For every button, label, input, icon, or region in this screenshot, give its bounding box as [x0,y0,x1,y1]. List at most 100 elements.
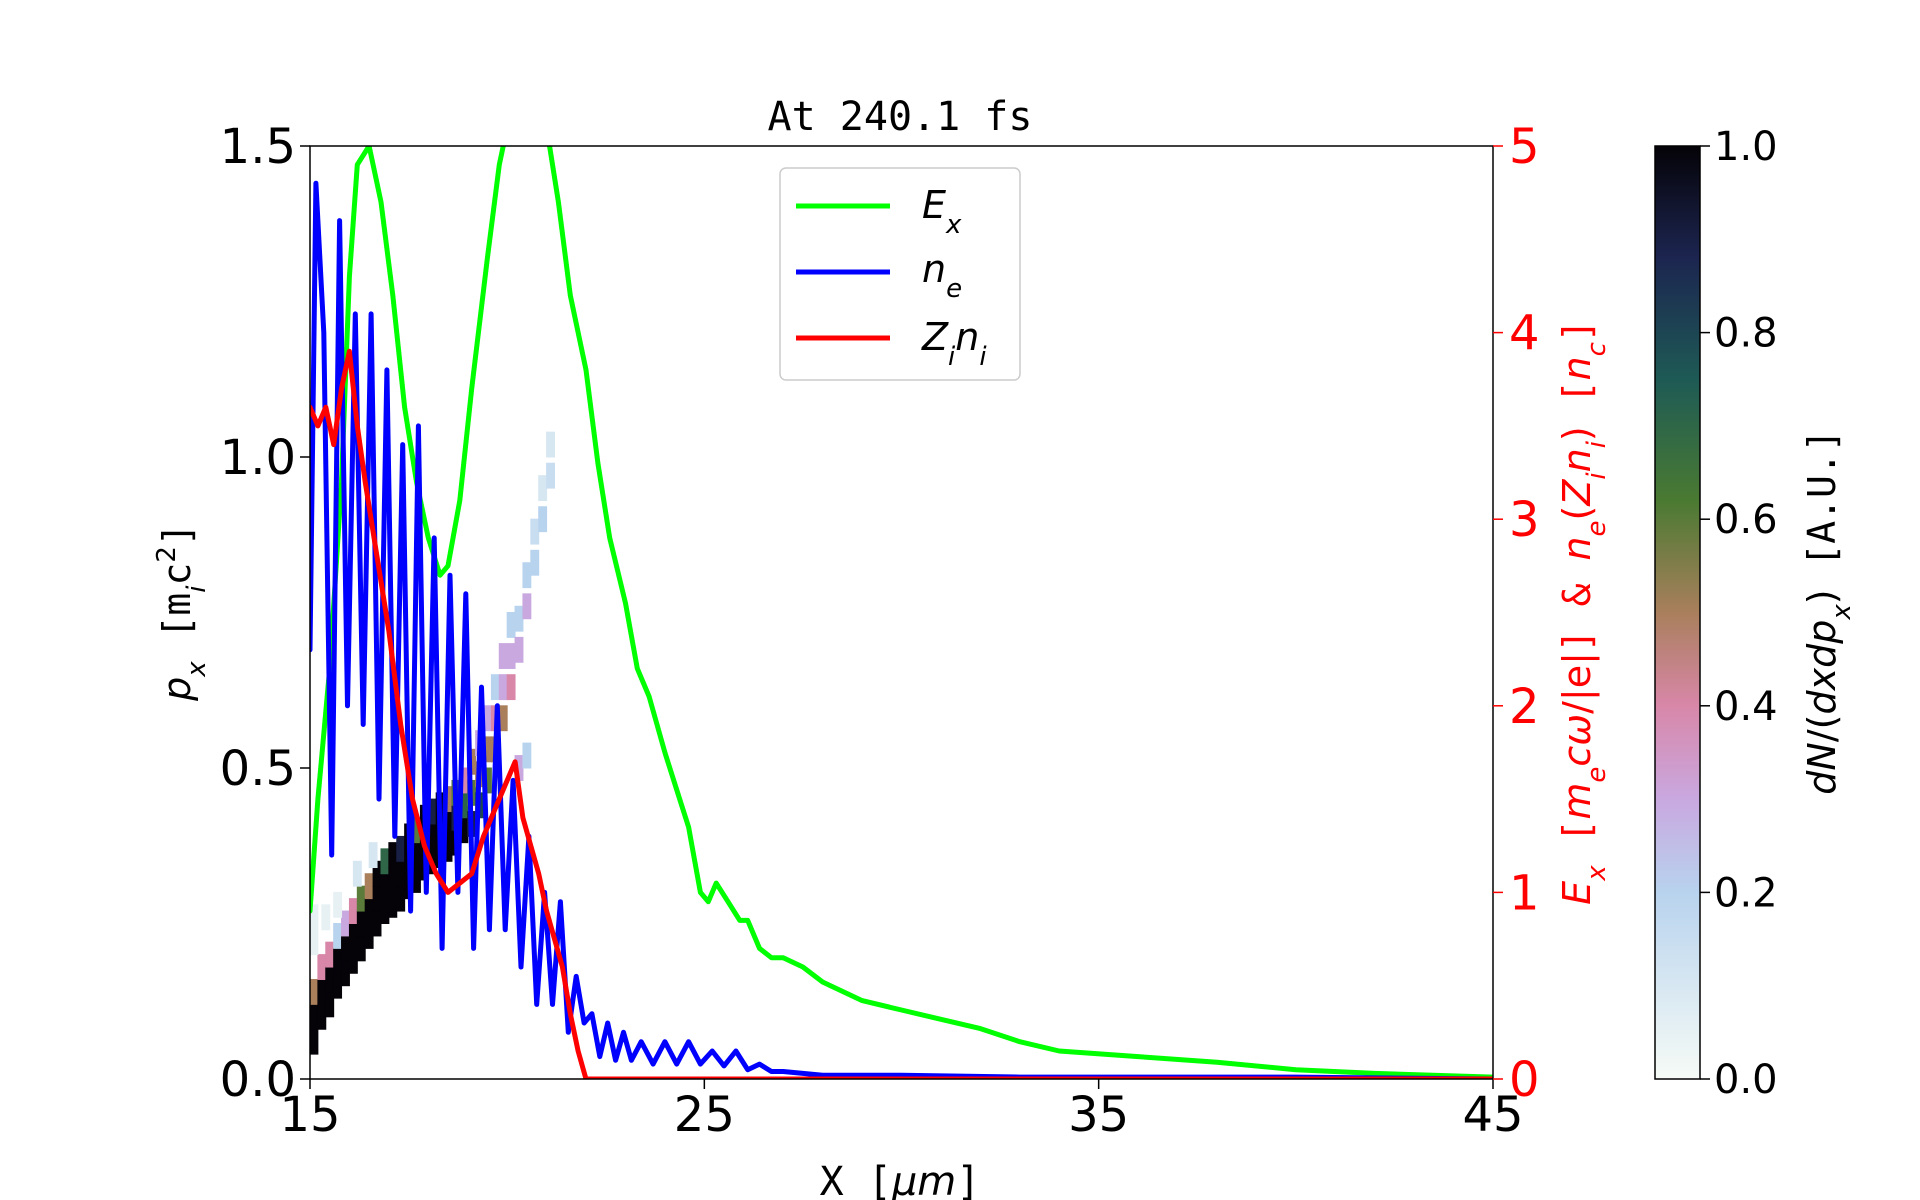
line-series-layer [310,146,1493,1079]
heatmap-cell [317,978,327,1005]
heatmap-cell [412,842,421,869]
colorbar-tick-label: 0.2 [1714,870,1778,916]
heatmap-cell [530,518,540,545]
colorbar-tick-label: 1.0 [1714,124,1778,170]
colorbar-tick-label: 0.6 [1714,497,1778,543]
x-tick-label: 45 [1462,1087,1523,1143]
heatmap-cell [514,755,524,781]
heatmap-cell [333,923,343,949]
x-tick-label: 35 [1068,1087,1129,1143]
right-y-tick-label: 5 [1509,119,1540,175]
heatmap-cell [522,742,532,769]
heatmap-cell [538,506,548,533]
chart-title: At 240.1 fs [768,94,1033,140]
heatmap-cell [506,643,516,669]
colorbar-gradient [1654,145,1701,1080]
series-line-ne [310,180,1493,1079]
colorbar-tick-label: 0.0 [1714,1057,1778,1103]
heatmap-cell [310,1003,319,1030]
heatmap-cell [522,562,532,589]
heatmap-cell [530,549,540,576]
series-line-zn [310,348,1493,1079]
heatmap-cell [490,674,500,701]
heatmap-cell [372,910,382,937]
heatmap-cell [459,792,469,819]
right-y-axis-ticks: 0 1 2 3 4 5 [1493,119,1540,1108]
left-y-tick-label: 1.0 [220,430,296,486]
heatmap-cell [341,910,350,937]
heatmap-cell [310,929,319,956]
series-line-ex [310,146,1493,1079]
heatmap-cell [364,923,374,949]
heatmap-cell [396,860,406,887]
heatmap-cell [412,817,421,844]
heatmap-cell [514,605,524,632]
heatmap-cell [388,891,398,918]
right-y-tick-label: 4 [1509,306,1540,362]
heatmap-cell [341,960,350,987]
legend: Ex ne Zini [779,167,1021,381]
heatmap-cell [498,674,508,701]
colorbar-tick-label: 0.8 [1714,311,1778,357]
heatmap-cell [546,431,555,458]
heatmap-cell [522,593,532,620]
heatmap-cell [348,923,358,949]
heatmap-cell [325,941,335,968]
heatmap-cell [372,885,382,912]
x-axis-label: X [μm] [820,1159,981,1200]
heatmap-cell [356,910,366,937]
left-y-tick-label: 1.5 [220,119,296,175]
x-tick-label: 25 [674,1087,735,1143]
heatmap-cell [341,935,350,962]
heatmap-cell [333,972,343,999]
heatmap-cell [443,811,453,837]
heatmap-cell [443,786,453,813]
heatmap-cell [380,848,390,875]
heatmap-cell [506,674,516,701]
heatmap-cell [348,898,358,924]
colorbar: 0.0 0.2 0.4 0.6 0.8 1.0 dN/(dxdpx) [A.U.] [1654,124,1857,1103]
heatmap-cell [388,867,398,893]
heatmap-cell [325,966,335,993]
colorbar-label: dN/(dxdpx) [A.U.] [1800,429,1857,794]
colorbar-ticks: 0.0 0.2 0.4 0.6 0.8 1.0 [1700,124,1778,1103]
heatmap-cell [483,767,492,794]
right-y-tick-label: 1 [1509,865,1540,921]
plot-frame [309,145,1494,1080]
heatmap-cell [364,898,374,924]
heatmap-cell [412,867,421,893]
heatmap-cell [368,842,378,869]
heatmap-cell [317,954,327,980]
heatmap-cell [443,835,453,862]
heatmap-cell [427,798,437,825]
right-y-tick-label: 2 [1509,679,1540,735]
heatmap-cell [388,842,398,869]
heatmap-cell [396,885,406,912]
heatmap-cell [546,462,555,489]
heatmap-cell [310,904,319,931]
heatmap-cell [427,823,437,850]
x-tick-label: 15 [279,1087,340,1143]
right-y-axis-label: Ex [mecω/|e|] & ne(Zini) [nc] [1555,319,1612,905]
heatmap-cell [356,935,366,962]
heatmap-cell [364,873,374,900]
heatmap-cell [498,705,508,732]
right-y-tick-label: 0 [1509,1052,1540,1108]
heatmap-cell [498,643,508,669]
heatmap-cell [459,817,469,844]
right-y-tick-label: 3 [1509,492,1540,548]
x-axis-ticks: 15 25 35 45 [279,1079,1524,1143]
heatmap-cell [333,947,343,974]
colorbar-tick-label: 0.4 [1714,684,1778,730]
heatmap-cell [352,860,362,887]
heatmap-cell [483,705,492,732]
heatmap-cell [459,767,469,794]
heatmap-cell [317,1003,327,1030]
heatmap-cell [321,904,331,931]
left-y-axis-ticks: 0.0 0.5 1.0 1.5 [220,119,310,1108]
heatmap-cell [310,978,319,1005]
heatmap-cell [538,475,548,502]
heatmap-cell [483,736,492,763]
heatmap-cell [372,860,382,887]
